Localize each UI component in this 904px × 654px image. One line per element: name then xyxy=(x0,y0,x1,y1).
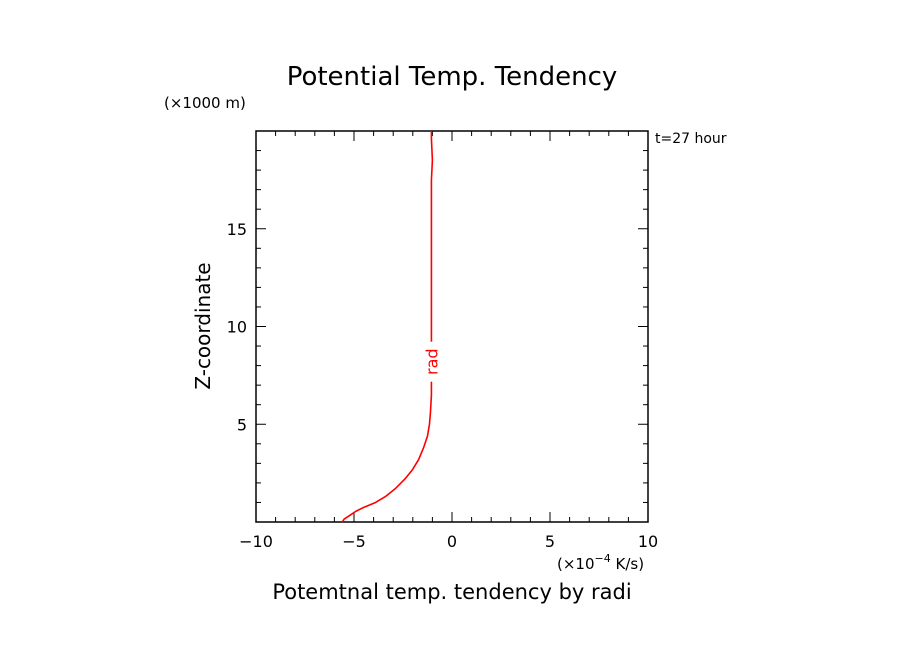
y-tick-label: 10 xyxy=(227,318,247,337)
y-axis-label: Z-coordinate xyxy=(191,262,215,389)
y-tick-label: 15 xyxy=(227,220,247,239)
series-label-gap xyxy=(423,341,440,382)
chart-title: Potential Temp. Tendency xyxy=(287,62,618,92)
series-group: rad xyxy=(341,131,441,523)
x-axis-label: Potemtnal temp. tendency by radi xyxy=(272,580,631,604)
axis-ticks xyxy=(255,130,649,523)
x-tick-label: 0 xyxy=(447,532,457,551)
y-axis-unit: (×1000 m) xyxy=(164,94,246,112)
x-axis-unit-exponent: −4 xyxy=(595,552,611,565)
axis-tick-labels: −10 −5 0 5 10 5 10 15 xyxy=(227,220,659,551)
time-label: t=27 hour xyxy=(655,131,727,147)
plot-frame xyxy=(255,130,649,523)
x-tick-label: −5 xyxy=(342,532,366,551)
x-axis-unit-suffix: K/s) xyxy=(611,555,644,573)
y-tick-label: 5 xyxy=(237,415,247,434)
series-label: rad xyxy=(422,348,441,375)
x-tick-label: 5 xyxy=(545,532,555,551)
x-tick-label: 10 xyxy=(638,532,658,551)
x-tick-label: −10 xyxy=(239,532,273,551)
x-axis-unit: (×10−4 K/s) xyxy=(557,552,644,573)
series-line-rad xyxy=(341,131,434,523)
x-axis-unit-prefix: (×10 xyxy=(557,555,595,573)
